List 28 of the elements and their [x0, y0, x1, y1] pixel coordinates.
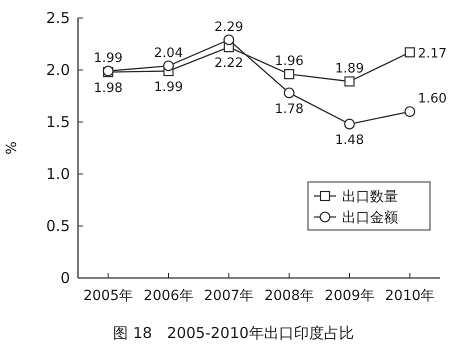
y-tick-label: 0: [60, 269, 70, 287]
text: 图 18 2005-2010年出口印度占比: [113, 324, 354, 342]
x-tick-label: 2008年: [264, 288, 314, 304]
x-tick-label: 2005年: [83, 288, 133, 304]
data-label: 1.99: [94, 51, 123, 66]
data-label: 1.60: [418, 92, 447, 107]
y-tick-label: 0.5: [46, 217, 70, 235]
y-axis-title: %: [4, 141, 20, 155]
y-tick-label: 1.5: [46, 113, 70, 131]
data-label: 1.96: [274, 54, 304, 70]
x-tick-label: 2007年: [204, 288, 254, 304]
legend-label: 出口金额: [342, 210, 398, 226]
x-tick-label: 2006年: [144, 288, 194, 304]
data-label: 1.78: [274, 102, 304, 117]
y-tick-label: 2.5: [46, 9, 70, 27]
y-tick-label: 2.0: [46, 61, 70, 79]
data-label: 1.98: [94, 81, 123, 96]
data-label: 2.04: [154, 46, 183, 61]
data-label: 2.29: [214, 20, 244, 35]
data-label: 2.17: [418, 46, 447, 62]
data-label: 1.48: [335, 133, 364, 148]
data-label: 1.99: [154, 80, 183, 96]
y-tick-label: 1.0: [46, 165, 70, 183]
data-label: 2.22: [214, 56, 244, 72]
x-tick-label: 2009年: [324, 288, 374, 304]
x-tick-label: 2010年: [385, 288, 435, 304]
data-label: 1.89: [335, 61, 364, 76]
legend-label: 出口数量: [342, 189, 398, 205]
